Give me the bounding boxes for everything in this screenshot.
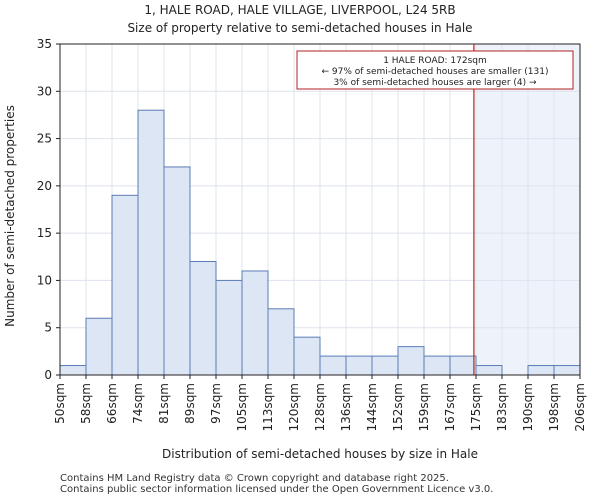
x-tick-label: 120sqm bbox=[287, 383, 301, 431]
x-tick-label: 89sqm bbox=[183, 383, 197, 424]
bar-136sqm bbox=[345, 355, 373, 376]
x-tick-label: 113sqm bbox=[261, 383, 275, 431]
annotation-line-2: ← 97% of semi-detached houses are smalle… bbox=[322, 67, 549, 77]
y-tick-label: 5 bbox=[44, 321, 52, 335]
bars bbox=[59, 109, 581, 376]
x-axis-label: Distribution of semi-detached houses by … bbox=[162, 447, 478, 461]
x-tick-label: 50sqm bbox=[53, 383, 67, 424]
footer-line-2: Contains public sector information licen… bbox=[60, 484, 494, 495]
bar-105sqm bbox=[241, 270, 269, 376]
bar-58sqm bbox=[85, 317, 113, 376]
annotation-box bbox=[296, 50, 574, 90]
bar-198sqm bbox=[553, 365, 581, 376]
x-tick-label: 128sqm bbox=[313, 383, 327, 431]
chart-subtitle: Size of property relative to semi-detach… bbox=[127, 21, 472, 35]
bar-152sqm bbox=[397, 346, 425, 376]
bar-113sqm bbox=[267, 308, 295, 376]
x-tick-label: 81sqm bbox=[157, 383, 171, 424]
y-tick-label: 20 bbox=[37, 179, 52, 193]
x-tick-label: 183sqm bbox=[495, 383, 509, 431]
bar-167sqm bbox=[449, 355, 477, 376]
x-tick-label: 167sqm bbox=[443, 383, 457, 431]
y-tick-label: 35 bbox=[37, 37, 52, 51]
bar-66sqm bbox=[111, 194, 139, 376]
x-tick-label: 97sqm bbox=[209, 383, 223, 424]
footer-line-1: Contains HM Land Registry data © Crown c… bbox=[60, 473, 449, 484]
y-tick-label: 10 bbox=[37, 273, 52, 287]
x-tick-label: 175sqm bbox=[469, 383, 483, 431]
x-tick-label: 105sqm bbox=[235, 383, 249, 431]
bar-128sqm bbox=[319, 355, 347, 376]
x-tick-label: 198sqm bbox=[547, 383, 561, 431]
y-axis-label: Number of semi-detached properties bbox=[3, 105, 17, 327]
y-tick-label: 15 bbox=[37, 226, 52, 240]
bar-74sqm bbox=[137, 109, 165, 376]
x-tick-label: 66sqm bbox=[105, 383, 119, 424]
x-tick-label: 206sqm bbox=[573, 383, 587, 431]
bar-50sqm bbox=[59, 365, 87, 376]
y-tick-label: 0 bbox=[44, 368, 52, 382]
x-tick-label: 152sqm bbox=[391, 383, 405, 431]
chart-title: 1, HALE ROAD, HALE VILLAGE, LIVERPOOL, L… bbox=[144, 3, 455, 17]
bar-190sqm bbox=[527, 365, 555, 376]
bar-144sqm bbox=[371, 355, 399, 376]
bar-159sqm bbox=[423, 355, 451, 376]
x-axis: 50sqm 58sqm 66sqm 74sqm 81sqm 89sqm 97sqm 105sq… bbox=[53, 375, 587, 431]
y-tick-label: 25 bbox=[37, 132, 52, 146]
annotation-line-3: 3% of semi-detached houses are larger (4… bbox=[333, 78, 537, 88]
bar-81sqm bbox=[163, 166, 191, 376]
x-tick-label: 144sqm bbox=[365, 383, 379, 431]
bar-97sqm bbox=[215, 279, 243, 376]
x-tick-label: 136sqm bbox=[339, 383, 353, 431]
annotation-line-1: 1 HALE ROAD: 172sqm bbox=[383, 56, 487, 66]
chart: 1, HALE ROAD, HALE VILLAGE, LIVERPOOL, L… bbox=[3, 3, 587, 461]
x-tick-label: 190sqm bbox=[521, 383, 535, 431]
x-tick-label: 58sqm bbox=[79, 383, 93, 424]
bar-175sqm bbox=[475, 365, 503, 376]
x-tick-label: 159sqm bbox=[417, 383, 431, 431]
bar-89sqm bbox=[189, 261, 217, 376]
bar-120sqm bbox=[293, 336, 321, 376]
y-tick-label: 30 bbox=[37, 84, 52, 98]
y-axis: 0 5 10 15 20 25 30 35 bbox=[37, 37, 60, 382]
x-tick-label: 74sqm bbox=[131, 383, 145, 424]
